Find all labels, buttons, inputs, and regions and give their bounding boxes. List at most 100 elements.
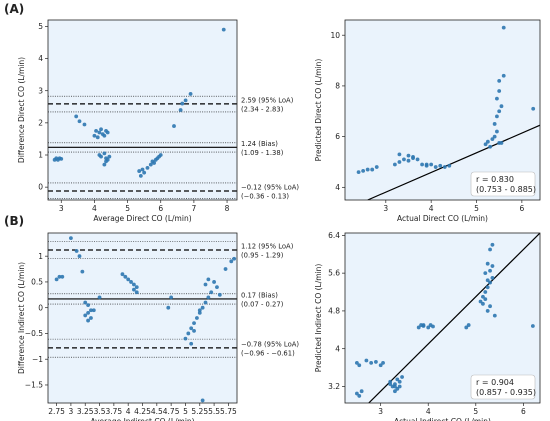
data-point	[488, 144, 493, 149]
correlation-interval: (0.753 - 0.885)	[476, 185, 536, 194]
data-point	[57, 274, 62, 279]
regression-line	[368, 233, 540, 403]
annotation-value: 2.59 (95% LoA)	[241, 96, 294, 104]
data-point	[123, 274, 128, 279]
data-point	[189, 341, 194, 346]
data-point	[132, 282, 136, 287]
plot-area	[48, 27, 237, 200]
x-tick-label: 4	[126, 407, 131, 416]
data-point	[442, 165, 447, 169]
data-point	[138, 173, 143, 178]
data-point	[354, 360, 359, 365]
annotation-value: −0.12 (95% LoA)	[241, 184, 299, 192]
data-point	[499, 141, 504, 145]
correlation-value: r = 0.904	[476, 378, 514, 387]
y-tick-label: 0.5	[31, 278, 43, 287]
data-point	[356, 170, 361, 175]
data-point	[485, 261, 490, 266]
annotation-interval: (0.07 - 0.27)	[241, 300, 284, 308]
data-point	[140, 167, 145, 172]
data-point	[132, 287, 136, 292]
data-point	[102, 133, 107, 138]
data-point	[77, 119, 82, 124]
y-tick-label: 8	[335, 82, 340, 91]
data-point	[183, 336, 188, 341]
data-point	[369, 360, 374, 365]
data-point	[485, 309, 490, 313]
x-tick-label: 5	[473, 407, 478, 416]
data-point	[388, 382, 393, 387]
data-point	[54, 277, 59, 282]
plot-frame	[344, 232, 541, 404]
data-point	[492, 313, 497, 318]
data-point	[59, 156, 64, 161]
data-point	[424, 162, 429, 167]
data-point	[129, 280, 133, 284]
data-point	[183, 98, 188, 103]
y-tick-label: 6	[335, 132, 340, 141]
data-point	[501, 73, 506, 78]
data-point	[200, 305, 205, 310]
data-point	[95, 135, 100, 140]
data-point	[91, 308, 96, 313]
data-point	[490, 137, 495, 142]
y-tick-label: −1	[32, 355, 43, 364]
data-point	[428, 323, 433, 327]
data-point	[354, 206, 358, 210]
data-point	[481, 301, 485, 306]
data-point	[200, 398, 205, 403]
plot-area	[352, 25, 540, 210]
data-point	[352, 203, 356, 207]
data-point	[490, 264, 495, 268]
annotation-value: 1.12 (95% LoA)	[241, 243, 294, 251]
panel-label-b: (B)	[4, 214, 24, 228]
data-point	[447, 163, 452, 168]
y-tick-label: 3	[38, 86, 43, 95]
data-point	[107, 154, 112, 159]
data-point	[497, 78, 502, 83]
data-point	[152, 161, 157, 165]
data-point	[148, 162, 153, 167]
chart-A-right: 3 4 5 6 4 6 8 10 Actual Direct CO (L/min) Predict…	[314, 19, 541, 223]
data-point	[485, 278, 490, 283]
data-point	[209, 290, 214, 295]
data-point	[374, 360, 378, 364]
data-point	[126, 277, 131, 282]
data-point	[169, 295, 174, 300]
data-point	[495, 96, 499, 101]
x-tick-label: 4	[426, 407, 431, 416]
x-tick-label: 4.5	[151, 407, 163, 416]
data-point	[192, 321, 196, 326]
data-point	[415, 157, 420, 162]
y-tick-label: −1.5	[25, 381, 43, 390]
x-axis-label: Actual Direct CO (L/min)	[397, 214, 488, 223]
y-axis-label: Predicted Direct CO (L/min)	[314, 59, 323, 162]
data-point	[134, 290, 139, 295]
data-point	[466, 323, 471, 327]
y-tick-label: 5	[38, 22, 43, 31]
data-point	[189, 326, 194, 331]
data-point	[497, 109, 502, 114]
y-tick-label: 10	[330, 31, 340, 40]
x-axis-label: Actual Indirect CO (L/min)	[394, 417, 491, 421]
data-point	[97, 295, 102, 300]
data-point	[483, 290, 488, 294]
data-point	[195, 316, 199, 320]
x-tick-label: 3.75	[106, 407, 123, 416]
data-point	[99, 154, 103, 159]
annotation-interval: (2.34 - 2.83)	[241, 105, 284, 113]
x-tick-label: 3	[378, 407, 383, 416]
data-point	[393, 389, 397, 394]
data-point	[83, 313, 88, 318]
x-tick-label: 6	[521, 407, 526, 416]
data-point	[86, 318, 90, 323]
data-point	[361, 168, 366, 173]
correlation-value: r = 0.830	[476, 175, 514, 184]
data-point	[397, 384, 402, 389]
data-point	[142, 170, 147, 175]
plot-area	[48, 236, 237, 403]
data-point	[485, 285, 490, 290]
data-point	[69, 236, 73, 241]
y-tick-label: 1	[38, 151, 43, 160]
data-point	[393, 384, 397, 389]
